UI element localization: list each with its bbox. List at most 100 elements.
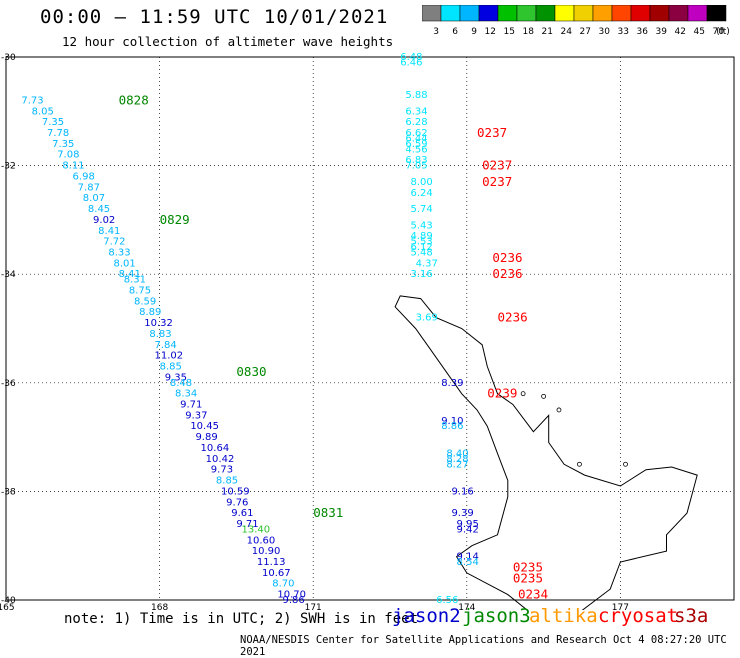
wave-height-value: 8.45 bbox=[88, 204, 110, 215]
wave-height-value: 5.53 bbox=[410, 237, 432, 248]
wave-height-value: 4.37 bbox=[416, 258, 438, 269]
wave-height-value: 7.78 bbox=[47, 128, 69, 139]
wave-height-value: 4.56 bbox=[405, 144, 427, 155]
wave-height-value: 8.28 bbox=[446, 454, 468, 465]
wave-height-value: 8.39 bbox=[441, 378, 463, 389]
colorbar-label: 15 bbox=[504, 27, 515, 37]
island-outline bbox=[623, 461, 628, 467]
colorbar-label: 30 bbox=[599, 27, 611, 37]
wave-height-value: 7.73 bbox=[21, 95, 43, 106]
colorbar-label: 39 bbox=[656, 27, 668, 37]
wave-height-value: 10.32 bbox=[144, 318, 173, 329]
pass-time-label: 0235 bbox=[513, 570, 543, 585]
pass-time-label: 0828 bbox=[119, 92, 149, 107]
wave-height-value: 6.46 bbox=[400, 57, 422, 68]
lon-tick-label: 174 bbox=[458, 603, 475, 610]
colorbar-label: 6 bbox=[452, 27, 458, 37]
pass-time-label: 0831 bbox=[313, 505, 343, 520]
wave-height-value: 10.42 bbox=[206, 454, 235, 465]
wave-height-value: 6.24 bbox=[410, 188, 432, 199]
wave-height-value: 9.14 bbox=[457, 552, 479, 563]
wave-height-value: 3.16 bbox=[410, 269, 432, 280]
colorbar-unit: (ft) bbox=[716, 27, 730, 37]
wave-height-value: 9.39 bbox=[451, 508, 473, 519]
wave-height-value: 8.40 bbox=[446, 448, 468, 459]
lat-tick-label: -40 bbox=[1, 596, 16, 606]
lon-tick-label: 168 bbox=[151, 603, 168, 610]
wave-height-value: 5.43 bbox=[410, 220, 432, 231]
colorbar-label: 33 bbox=[618, 27, 629, 37]
wave-height-value: 8.34 bbox=[175, 389, 197, 400]
wave-height-value: 6.48 bbox=[400, 52, 422, 63]
wave-height-value: 7.35 bbox=[52, 139, 74, 150]
island-outline bbox=[541, 393, 546, 399]
wave-height-value: 9.37 bbox=[185, 410, 207, 421]
pass-time-label: 0830 bbox=[236, 364, 266, 379]
wave-height-value: 9.35 bbox=[165, 372, 187, 383]
colorbar-label: 24 bbox=[561, 27, 573, 37]
colorbar-label: 45 bbox=[694, 27, 705, 37]
wave-height-value: 8.86 bbox=[441, 421, 463, 432]
wave-height-value: 6.28 bbox=[405, 117, 427, 128]
pass-time-label: 0237 bbox=[482, 158, 512, 173]
pass-time-label: 0234 bbox=[518, 587, 548, 602]
lat-tick-label: -32 bbox=[1, 162, 16, 172]
coastline bbox=[394, 295, 698, 610]
wave-height-value: 6.62 bbox=[405, 128, 427, 139]
legend-cryosat: cryosat bbox=[598, 605, 679, 627]
wave-height-value: 6.44 bbox=[405, 133, 427, 144]
island-outline bbox=[556, 407, 562, 413]
page-subtitle: 12 hour collection of altimeter wave hei… bbox=[62, 34, 394, 49]
page-title: 00:00 – 11:59 UTC 10/01/2021 bbox=[40, 6, 389, 28]
wave-height-value: 8.11 bbox=[62, 161, 84, 172]
colorbar-label: 36 bbox=[637, 27, 649, 37]
wave-height-value: 8.33 bbox=[108, 247, 130, 258]
wave-height-value: 10.67 bbox=[262, 568, 291, 579]
lon-tick-label: 165 bbox=[0, 603, 15, 610]
wave-height-value: 5.48 bbox=[410, 247, 432, 258]
wave-height-value: 7.84 bbox=[154, 340, 176, 351]
lat-tick-label: -34 bbox=[1, 270, 16, 280]
footer-credit: NOAA/NESDIS Center for Satellite Applica… bbox=[240, 634, 727, 658]
pass-time-label: 0829 bbox=[160, 212, 190, 227]
wave-height-value: 8.07 bbox=[83, 193, 105, 204]
wave-height-value: 10.64 bbox=[201, 443, 230, 454]
colorbar-label: 21 bbox=[542, 27, 553, 37]
wave-height-value: 9.76 bbox=[226, 497, 248, 508]
wave-height-value: 8.41 bbox=[98, 226, 120, 237]
wave-height-value: 9.42 bbox=[457, 524, 479, 535]
pass-time-label: 0236 bbox=[492, 266, 522, 281]
wave-height-value: 9.86 bbox=[282, 595, 304, 606]
wave-height-value: 10.90 bbox=[252, 546, 281, 557]
wave-height-value: 8.48 bbox=[170, 378, 192, 389]
wave-height-value: 9.71 bbox=[236, 519, 258, 530]
wave-height-value: 9.10 bbox=[441, 416, 463, 427]
wave-height-value: 6.34 bbox=[405, 106, 427, 117]
pass-time-label: 0237 bbox=[482, 174, 512, 189]
wave-height-value: 6.98 bbox=[73, 171, 95, 182]
wave-height-value: 6.59 bbox=[405, 139, 427, 150]
wave-height-value: 6.12 bbox=[410, 242, 432, 253]
altimeter-map: 165 168 171 174 177-30-32-34-36-38-407.738.0… bbox=[0, 52, 735, 610]
wave-height-value: 8.05 bbox=[32, 106, 54, 117]
pass-time-label: 0236 bbox=[498, 310, 528, 325]
colorbar-swatch bbox=[706, 5, 727, 22]
island-outline bbox=[577, 461, 582, 467]
wave-height-value: 13.40 bbox=[242, 524, 271, 535]
pass-time-label: 0237 bbox=[477, 125, 507, 140]
colorbar-label: 12 bbox=[485, 27, 496, 37]
lat-tick-label: -38 bbox=[1, 487, 16, 497]
colorbar-label: 3 bbox=[433, 27, 439, 37]
wave-height-value: 8.54 bbox=[457, 557, 479, 568]
wave-height-value: 7.87 bbox=[78, 182, 100, 193]
wave-height-value: 10.59 bbox=[221, 486, 250, 497]
wave-height-value: 8.89 bbox=[139, 307, 161, 318]
wave-height-value: 10.70 bbox=[277, 590, 306, 601]
wave-height-value: 8.70 bbox=[272, 579, 294, 590]
pass-time-label: 0239 bbox=[487, 386, 517, 401]
wave-height-value: 11.02 bbox=[154, 351, 183, 362]
wave-height-value: 7.08 bbox=[57, 150, 79, 161]
wave-height-value: 8.27 bbox=[446, 459, 468, 470]
wave-height-value: 8.75 bbox=[129, 285, 151, 296]
lat-tick-label: -36 bbox=[1, 379, 16, 389]
